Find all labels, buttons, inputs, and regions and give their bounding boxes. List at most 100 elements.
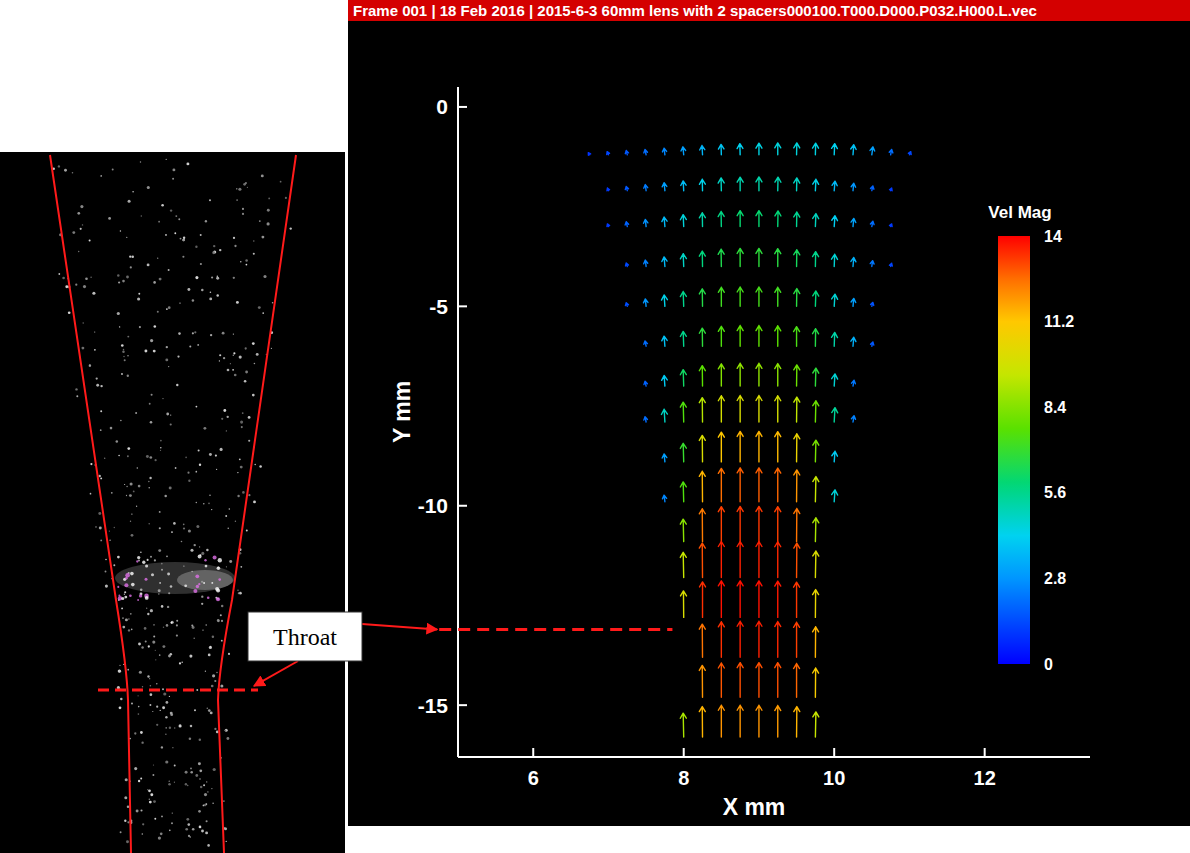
throat-arrow: [362, 624, 437, 629]
velocity-vector: [737, 621, 743, 657]
velocity-vector: [662, 183, 667, 191]
velocity-vector: [794, 434, 800, 462]
velocity-vector: [700, 582, 706, 618]
velocity-vector: [832, 254, 838, 266]
particle: [259, 465, 262, 468]
particle: [149, 487, 150, 488]
particle: [124, 594, 125, 595]
figure: Frame 001 | 18 Feb 2016 | 2015-6-3 60mm …: [0, 0, 1190, 853]
particle: [65, 285, 68, 288]
particle: [131, 702, 133, 704]
seed-cloud: [207, 596, 210, 599]
particle: [189, 655, 192, 658]
particle: [190, 771, 193, 774]
particle: [169, 696, 170, 697]
velocity-vector: [718, 622, 724, 658]
particle: [174, 232, 176, 234]
velocity-vector: [680, 215, 686, 227]
vectors: [588, 143, 911, 737]
particle: [285, 197, 287, 199]
particle: [124, 820, 126, 822]
particle: [100, 477, 102, 479]
colorbar-tick-label: 2.8: [1044, 570, 1066, 587]
particle: [199, 778, 201, 780]
particle: [194, 331, 196, 333]
velocity-vector: [681, 181, 686, 191]
velocity-vector: [680, 370, 686, 386]
seed-cloud: [198, 555, 202, 559]
velocity-vector: [699, 665, 705, 697]
particle: [201, 289, 204, 292]
particle: [116, 440, 118, 442]
velocity-vector: [775, 468, 781, 502]
x-axis: [458, 756, 1090, 758]
velocity-vector: [794, 212, 800, 227]
velocity-vector: [718, 581, 724, 618]
velocity-vector: [889, 263, 892, 266]
velocity-vector: [794, 543, 800, 577]
particle: [219, 360, 220, 361]
particle: [82, 322, 83, 323]
particle: [204, 804, 207, 807]
seed-cloud: [124, 591, 126, 593]
particle: [194, 709, 196, 711]
seed-cloud: [204, 559, 206, 561]
particle: [221, 605, 224, 608]
particle: [223, 409, 226, 412]
particle: [180, 238, 182, 240]
velocity-vector: [832, 181, 837, 191]
particle: [62, 277, 65, 280]
particle: [188, 835, 190, 837]
particle: [246, 530, 248, 532]
particle: [189, 737, 192, 740]
particle: [127, 455, 129, 457]
velocity-vector: [851, 218, 856, 226]
particle: [128, 629, 130, 631]
particle: [179, 302, 180, 303]
particle: [247, 187, 248, 188]
particle: [188, 480, 190, 482]
particle: [239, 458, 241, 460]
particle: [217, 620, 219, 622]
particle: [206, 820, 208, 822]
particle: [168, 366, 169, 367]
particle: [159, 654, 161, 656]
particle: [119, 706, 122, 709]
particle: [219, 249, 221, 251]
velocity-vector: [775, 622, 781, 658]
particle: [242, 491, 245, 494]
seed-cloud: [124, 596, 127, 599]
particle: [195, 774, 198, 777]
velocity-vector: [756, 431, 762, 461]
velocity-vector: [794, 470, 800, 502]
particle: [119, 665, 120, 666]
y-axis: [457, 87, 459, 757]
particle: [118, 281, 120, 283]
particle: [149, 678, 150, 679]
particle: [105, 559, 107, 561]
particle: [212, 674, 215, 677]
velocity-vector: [662, 217, 667, 227]
particle: [170, 209, 172, 211]
particle: [234, 374, 237, 377]
velocity-vector: [718, 396, 724, 422]
velocity-vector: [813, 214, 819, 227]
particle: [248, 494, 250, 496]
velocity-vector: [644, 417, 648, 422]
particle: [137, 695, 138, 696]
particle: [110, 427, 113, 430]
velocity-vector: [813, 291, 819, 306]
particle: [212, 251, 215, 254]
particle: [196, 502, 197, 503]
seed-cloud: [131, 583, 135, 587]
particle: [118, 670, 121, 673]
particle: [171, 822, 173, 824]
particle: [238, 188, 241, 191]
particle: [142, 823, 144, 825]
seed-cloud: [117, 556, 120, 559]
particle: [154, 325, 157, 328]
colorbar-title: Vel Mag: [988, 203, 1051, 222]
velocity-vector: [737, 177, 743, 191]
seed-cloud: [121, 597, 124, 600]
velocity-vector: [607, 224, 610, 227]
